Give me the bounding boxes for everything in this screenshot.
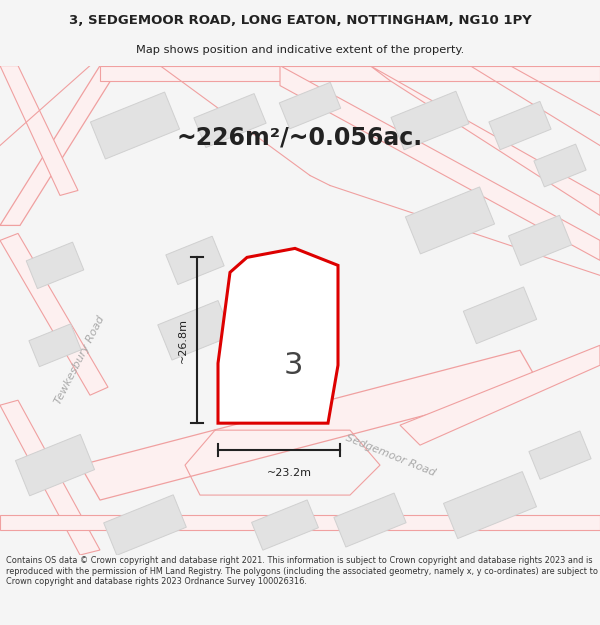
Polygon shape	[334, 493, 406, 547]
Polygon shape	[29, 324, 81, 367]
Polygon shape	[158, 301, 232, 360]
Text: ~226m²/~0.056ac.: ~226m²/~0.056ac.	[177, 126, 423, 149]
Polygon shape	[463, 287, 536, 344]
Polygon shape	[0, 515, 600, 530]
Polygon shape	[370, 66, 600, 216]
Polygon shape	[91, 92, 179, 159]
Text: ~26.8m: ~26.8m	[178, 318, 188, 362]
Polygon shape	[194, 94, 266, 148]
Polygon shape	[443, 472, 536, 539]
Polygon shape	[218, 248, 338, 423]
Polygon shape	[529, 431, 591, 479]
Polygon shape	[534, 144, 586, 187]
Polygon shape	[0, 66, 78, 196]
Polygon shape	[0, 400, 100, 555]
Polygon shape	[279, 82, 341, 129]
Polygon shape	[166, 236, 224, 284]
Text: Sedgemoor Road: Sedgemoor Road	[344, 432, 436, 478]
Polygon shape	[26, 242, 84, 289]
Polygon shape	[0, 66, 120, 226]
Polygon shape	[104, 495, 187, 555]
Polygon shape	[280, 66, 600, 261]
Text: Map shows position and indicative extent of the property.: Map shows position and indicative extent…	[136, 44, 464, 54]
Polygon shape	[80, 350, 540, 500]
Text: ~23.2m: ~23.2m	[266, 468, 311, 478]
Polygon shape	[489, 101, 551, 150]
Polygon shape	[0, 233, 108, 395]
Polygon shape	[251, 500, 319, 550]
Polygon shape	[391, 91, 469, 150]
Polygon shape	[406, 187, 494, 254]
Text: Tewkesbury Road: Tewkesbury Road	[53, 314, 107, 406]
Text: 3, SEDGEMOOR ROAD, LONG EATON, NOTTINGHAM, NG10 1PY: 3, SEDGEMOOR ROAD, LONG EATON, NOTTINGHA…	[68, 14, 532, 28]
Polygon shape	[509, 215, 571, 266]
Polygon shape	[400, 345, 600, 445]
Polygon shape	[16, 434, 95, 496]
Polygon shape	[100, 66, 600, 81]
Text: 3: 3	[283, 351, 303, 380]
Text: Contains OS data © Crown copyright and database right 2021. This information is : Contains OS data © Crown copyright and d…	[6, 556, 598, 586]
